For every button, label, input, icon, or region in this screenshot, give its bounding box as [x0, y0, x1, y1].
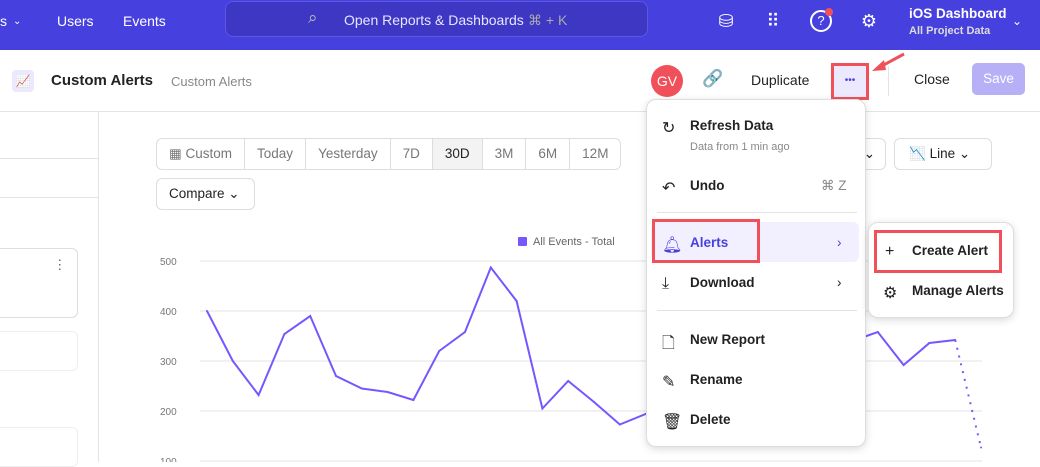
- legend-label: All Events - Total: [533, 236, 615, 248]
- data-point: [902, 364, 905, 366]
- close-button[interactable]: Close: [914, 71, 950, 87]
- chevron-right-icon: ›: [837, 235, 842, 250]
- help-icon[interactable]: ?: [810, 10, 832, 32]
- data-point: [464, 331, 466, 333]
- data-point: [231, 360, 234, 362]
- annotation-arrow: [872, 52, 905, 71]
- plus-icon: +: [885, 243, 895, 260]
- divider: [0, 197, 98, 198]
- query-card[interactable]: ⋮: [0, 248, 78, 318]
- data-point: [541, 407, 544, 410]
- more-options-menu: ↻ Refresh Data Data from 1 min ago ↶ Undo ⌘…: [646, 99, 866, 447]
- highlight-box: [874, 230, 1002, 273]
- y-tick-label: 200: [160, 407, 177, 418]
- y-tick-label: 100: [160, 457, 177, 462]
- chevron-right-icon: ›: [837, 275, 842, 290]
- divider: [657, 212, 857, 213]
- duplicate-button[interactable]: Duplicate: [751, 72, 810, 88]
- undo-icon: ↶: [662, 180, 676, 197]
- data-point: [412, 399, 415, 401]
- highlight-box: [831, 63, 869, 100]
- data-point: [515, 300, 518, 302]
- top-nav-bar: s ⌄ Users Events ⌕ Open Reports & Dashbo…: [0, 0, 1040, 50]
- query-card[interactable]: [0, 331, 78, 371]
- highlight-box: [652, 219, 760, 263]
- divider: [0, 158, 98, 159]
- notification-dot: [825, 8, 833, 16]
- data-point: [438, 350, 441, 352]
- y-tick-label: 300: [160, 357, 177, 368]
- date-range-selector: ▦ Custom Today Yesterday 7D 30D 3M 6M 12…: [156, 138, 622, 170]
- search-shortcut: ⌘ + K: [528, 12, 568, 28]
- database-settings-icon[interactable]: ⛁: [718, 11, 734, 31]
- trash-icon: 🗑: [662, 414, 683, 431]
- sidebar-divider: [98, 112, 99, 462]
- range-custom[interactable]: ▦ Custom: [157, 139, 246, 169]
- data-point: [618, 423, 621, 426]
- range-3m[interactable]: 3M: [483, 139, 527, 169]
- data-point: [257, 394, 260, 396]
- line-chart-icon: 📉: [909, 146, 930, 161]
- refresh-icon: ↻: [662, 120, 676, 137]
- data-point: [386, 391, 389, 393]
- link-icon[interactable]: 🔗: [702, 69, 724, 88]
- data-point: [928, 342, 931, 344]
- data-point: [309, 315, 312, 317]
- page-title[interactable]: Custom Alerts: [51, 72, 153, 89]
- pencil-icon: ✎: [662, 374, 676, 391]
- range-12m[interactable]: 12M: [582, 146, 609, 161]
- divider: [657, 310, 857, 311]
- legend-swatch: [518, 237, 527, 246]
- download-icon: ⤓: [662, 275, 670, 292]
- data-point: [360, 387, 363, 390]
- data-point: [283, 333, 286, 335]
- divider: [888, 66, 889, 96]
- line-chart-icon: 📈: [12, 70, 34, 92]
- range-yesterday[interactable]: Yesterday: [306, 139, 391, 169]
- range-6m[interactable]: 6M: [526, 139, 571, 169]
- search-icon: ⌕: [308, 8, 318, 27]
- search-placeholder: Open Reports & Dashboards: [344, 12, 524, 28]
- data-point: [593, 401, 595, 403]
- calendar-icon: ▦: [169, 146, 186, 161]
- data-point: [567, 380, 570, 382]
- apps-grid-icon[interactable]: ⠿: [766, 11, 780, 31]
- partial-series-line: [954, 339, 982, 448]
- project-subtitle: All Project Data: [909, 25, 991, 37]
- nav-item-reports[interactable]: s: [0, 13, 7, 29]
- avatar[interactable]: GV: [651, 65, 683, 97]
- gear-icon[interactable]: ⚙: [860, 11, 878, 31]
- gear-icon: ⚙: [883, 285, 898, 302]
- chevron-down-icon[interactable]: ⌄: [13, 16, 22, 27]
- range-today[interactable]: Today: [245, 139, 307, 169]
- more-options-button[interactable]: •••: [834, 65, 866, 97]
- nav-item-events[interactable]: Events: [123, 13, 166, 29]
- new-file-icon: 🗋: [662, 335, 675, 352]
- query-card[interactable]: [0, 427, 78, 467]
- refresh-subtitle: Data from 1 min ago: [690, 141, 790, 153]
- chevron-down-icon[interactable]: ⌄: [1012, 14, 1023, 28]
- project-title[interactable]: iOS Dashboard: [909, 6, 1007, 21]
- bell-plus-icon: 🔔︎: [662, 237, 683, 254]
- search-input[interactable]: ⌕ Open Reports & Dashboards ⌘ + K: [225, 1, 648, 37]
- data-point: [954, 339, 957, 341]
- breadcrumb: Custom Alerts: [171, 74, 252, 89]
- data-point: [980, 446, 982, 449]
- kebab-menu-icon[interactable]: ⋮: [53, 257, 67, 272]
- report-header: 📈 Custom Alerts Custom Alerts GV 🔗 Dupli…: [0, 50, 1040, 112]
- range-30d[interactable]: 30D: [432, 139, 483, 169]
- menu-item-alerts[interactable]: [651, 222, 859, 262]
- chart-type-dropdown[interactable]: 📉 Line ⌄: [894, 138, 992, 170]
- y-tick-label: 500: [160, 257, 177, 268]
- nav-item-users[interactable]: Users: [57, 13, 94, 29]
- save-button[interactable]: Save: [972, 63, 1025, 95]
- y-tick-label: 400: [160, 307, 177, 318]
- data-point: [206, 310, 208, 312]
- range-7d[interactable]: 7D: [391, 139, 433, 169]
- alerts-submenu: + Create Alert ⚙ Manage Alerts: [868, 222, 1014, 318]
- compare-dropdown[interactable]: Compare ⌄: [156, 178, 255, 210]
- data-point: [876, 331, 879, 333]
- data-point: [489, 266, 492, 269]
- data-point: [335, 375, 337, 377]
